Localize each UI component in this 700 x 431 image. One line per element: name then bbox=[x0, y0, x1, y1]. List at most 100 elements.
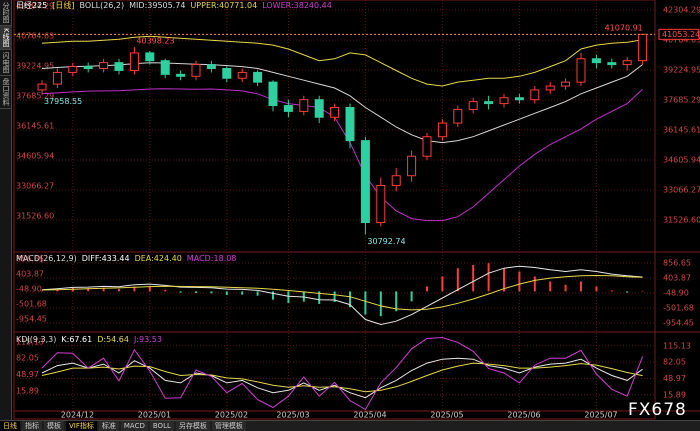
legend-item: MID:39505.74 bbox=[129, 1, 186, 10]
candle-body bbox=[391, 175, 401, 186]
y-tick-label-right: 48.97 bbox=[663, 374, 686, 383]
candle-body bbox=[545, 85, 555, 91]
y-tick-label-left: 33066.27 bbox=[16, 182, 54, 191]
indicator-line bbox=[41, 274, 643, 311]
y-tick-label-right: 15.89 bbox=[663, 390, 686, 399]
y-tick-label-left: -48.90 bbox=[16, 284, 42, 293]
y-tick-label-right: 34605.94 bbox=[663, 156, 700, 165]
indicator-line bbox=[41, 62, 643, 144]
candle-body bbox=[499, 97, 509, 105]
candle-body bbox=[638, 33, 648, 62]
candle-body bbox=[237, 71, 247, 79]
bottom-tab[interactable]: 管理模板 bbox=[211, 421, 246, 431]
macd-legend: MACD(26,12,9) DIFF:433.44 DEA:424.40 MACD:1… bbox=[16, 254, 236, 264]
candle-body bbox=[607, 62, 617, 66]
candle-body bbox=[484, 101, 494, 105]
legend-item: K:67.61 bbox=[61, 335, 93, 344]
y-tick-label-right: 856.65 bbox=[663, 258, 691, 267]
legend-item: MACD(26,12,9) bbox=[16, 254, 77, 263]
extreme-label: 40398.23 bbox=[136, 37, 174, 46]
indicator-line bbox=[41, 357, 643, 399]
bottom-tab[interactable]: BOLL bbox=[149, 421, 174, 431]
candle-body bbox=[191, 64, 201, 77]
bottom-tab[interactable]: 标准 bbox=[98, 421, 119, 431]
y-tick-label-right: 31526.60 bbox=[663, 216, 700, 225]
candle-body bbox=[206, 64, 216, 70]
candle-body bbox=[68, 66, 78, 73]
side-tab[interactable]: K线图 bbox=[0, 26, 12, 50]
y-tick-label-left: 37685.29 bbox=[16, 91, 54, 100]
indicator-line bbox=[41, 336, 644, 411]
candle-body bbox=[52, 71, 62, 85]
legend-item: MACD:18.08 bbox=[186, 254, 237, 263]
x-tick-label: 2025/01 bbox=[138, 411, 171, 420]
x-tick-label: 2025/05 bbox=[430, 411, 463, 420]
candle-body bbox=[453, 108, 463, 124]
candle-body bbox=[129, 52, 139, 71]
bottom-tab[interactable]: 另存模板 bbox=[175, 421, 210, 431]
candle-body bbox=[422, 136, 432, 157]
side-tab[interactable]: 分时图 bbox=[0, 0, 12, 26]
candle-body bbox=[576, 58, 586, 83]
extreme-label: 41070.91 bbox=[605, 23, 643, 32]
candle-body bbox=[330, 106, 340, 118]
main-legend: 日经225 [日线] BOLL(26,2) MID:39505.74 UPPER:407… bbox=[16, 1, 332, 11]
bottom-tab[interactable]: MACD bbox=[120, 421, 148, 431]
bottom-tab[interactable]: VIF指标 bbox=[66, 421, 97, 431]
y-tick-label-left: 115.13 bbox=[16, 337, 44, 346]
legend-item: 日经225 bbox=[16, 1, 48, 10]
indicator-line bbox=[41, 35, 643, 87]
legend-item: J:93.53 bbox=[133, 335, 162, 344]
side-tab[interactable]: 盘口资料 bbox=[0, 76, 12, 109]
bottom-tabs: 日线 指标 模板 VIF指标 标准 MACD BOLL 另存模板 管理模板 bbox=[0, 420, 700, 431]
last-price-label: 41053.24 bbox=[662, 30, 700, 39]
bottom-tab[interactable]: 指标 bbox=[22, 421, 42, 431]
extreme-label: 30792.74 bbox=[367, 237, 405, 246]
y-tick-label-left: 82.05 bbox=[16, 354, 39, 363]
y-tick-label-right: -954.45 bbox=[663, 318, 694, 327]
y-tick-label-right: 40764.63 bbox=[663, 35, 700, 44]
y-tick-label-right: 37685.29 bbox=[663, 95, 700, 104]
y-tick-label-left: -501.68 bbox=[16, 299, 47, 308]
extreme-label: 37958.55 bbox=[44, 97, 82, 106]
x-tick-label: 2025/06 bbox=[507, 411, 540, 420]
candle-body bbox=[314, 99, 324, 118]
candle-body bbox=[407, 155, 417, 177]
y-tick-label-left: 15.89 bbox=[16, 386, 39, 395]
candle-body bbox=[437, 122, 447, 138]
legend-item: UPPER:40771.04 bbox=[190, 1, 258, 10]
bottom-tab[interactable]: 日线 bbox=[0, 421, 20, 431]
y-tick-label-left: -954.45 bbox=[16, 314, 47, 323]
indicator-line bbox=[41, 362, 643, 393]
y-tick-label-right: -501.68 bbox=[663, 303, 694, 312]
y-tick-label-left: 40764.63 bbox=[16, 31, 54, 40]
x-tick-label: 2025/04 bbox=[353, 411, 386, 420]
candle-body bbox=[145, 52, 155, 62]
legend-item: BOLL(26,2) bbox=[79, 1, 125, 10]
sidebar: 分时图 K线图 闪电图 盘口资料 bbox=[0, 0, 12, 420]
watermark: FX678 bbox=[628, 400, 687, 420]
candle-body bbox=[299, 99, 309, 112]
side-tab[interactable]: 闪电图 bbox=[0, 50, 12, 76]
candle-body bbox=[160, 60, 170, 75]
candle-body bbox=[99, 62, 109, 70]
candle-body bbox=[530, 89, 540, 101]
candle-body bbox=[222, 68, 232, 79]
last-price-box bbox=[658, 28, 700, 40]
candle-body bbox=[376, 184, 386, 224]
candle-body bbox=[468, 101, 478, 110]
y-tick-label-right: 82.05 bbox=[663, 358, 686, 367]
y-tick-label-left: 48.97 bbox=[16, 370, 39, 379]
candle-body bbox=[114, 62, 124, 71]
indicator-line bbox=[41, 265, 643, 326]
plot-frame bbox=[13, 0, 656, 420]
y-tick-label-left: 34605.94 bbox=[16, 152, 54, 161]
y-tick-label-right: 39224.95 bbox=[663, 65, 700, 74]
x-tick-label: 2024/12 bbox=[61, 411, 94, 420]
candle-body bbox=[345, 106, 355, 142]
legend-item: [日线] bbox=[52, 1, 75, 10]
bottom-tab[interactable]: 模板 bbox=[44, 421, 64, 431]
legend-item: LOWER:38240.44 bbox=[262, 1, 332, 10]
candle-body bbox=[283, 105, 293, 112]
